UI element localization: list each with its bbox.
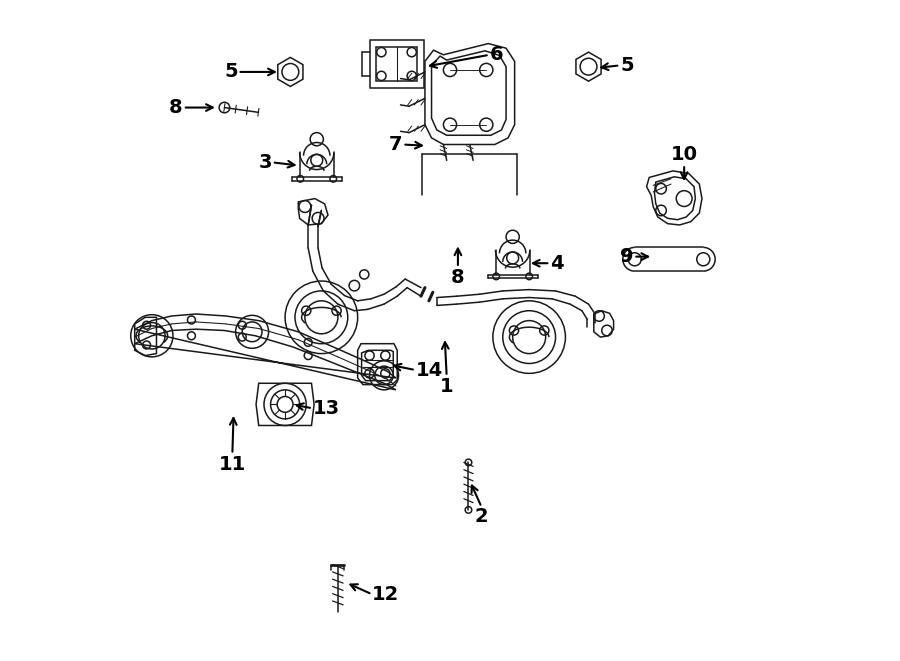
Text: 13: 13 xyxy=(313,399,340,418)
Text: 8: 8 xyxy=(451,268,464,287)
Text: 9: 9 xyxy=(620,247,634,266)
Text: 5: 5 xyxy=(620,56,634,75)
Text: 8: 8 xyxy=(169,98,183,117)
Text: 2: 2 xyxy=(475,507,489,526)
Text: 5: 5 xyxy=(224,62,238,81)
Text: 4: 4 xyxy=(550,254,564,273)
Text: 3: 3 xyxy=(258,153,272,172)
Text: 14: 14 xyxy=(416,361,443,379)
Text: 7: 7 xyxy=(389,135,402,154)
Text: 10: 10 xyxy=(670,145,698,165)
Text: 11: 11 xyxy=(219,455,246,473)
Text: 12: 12 xyxy=(373,585,400,604)
Text: 6: 6 xyxy=(490,46,503,64)
Text: 1: 1 xyxy=(440,377,454,396)
